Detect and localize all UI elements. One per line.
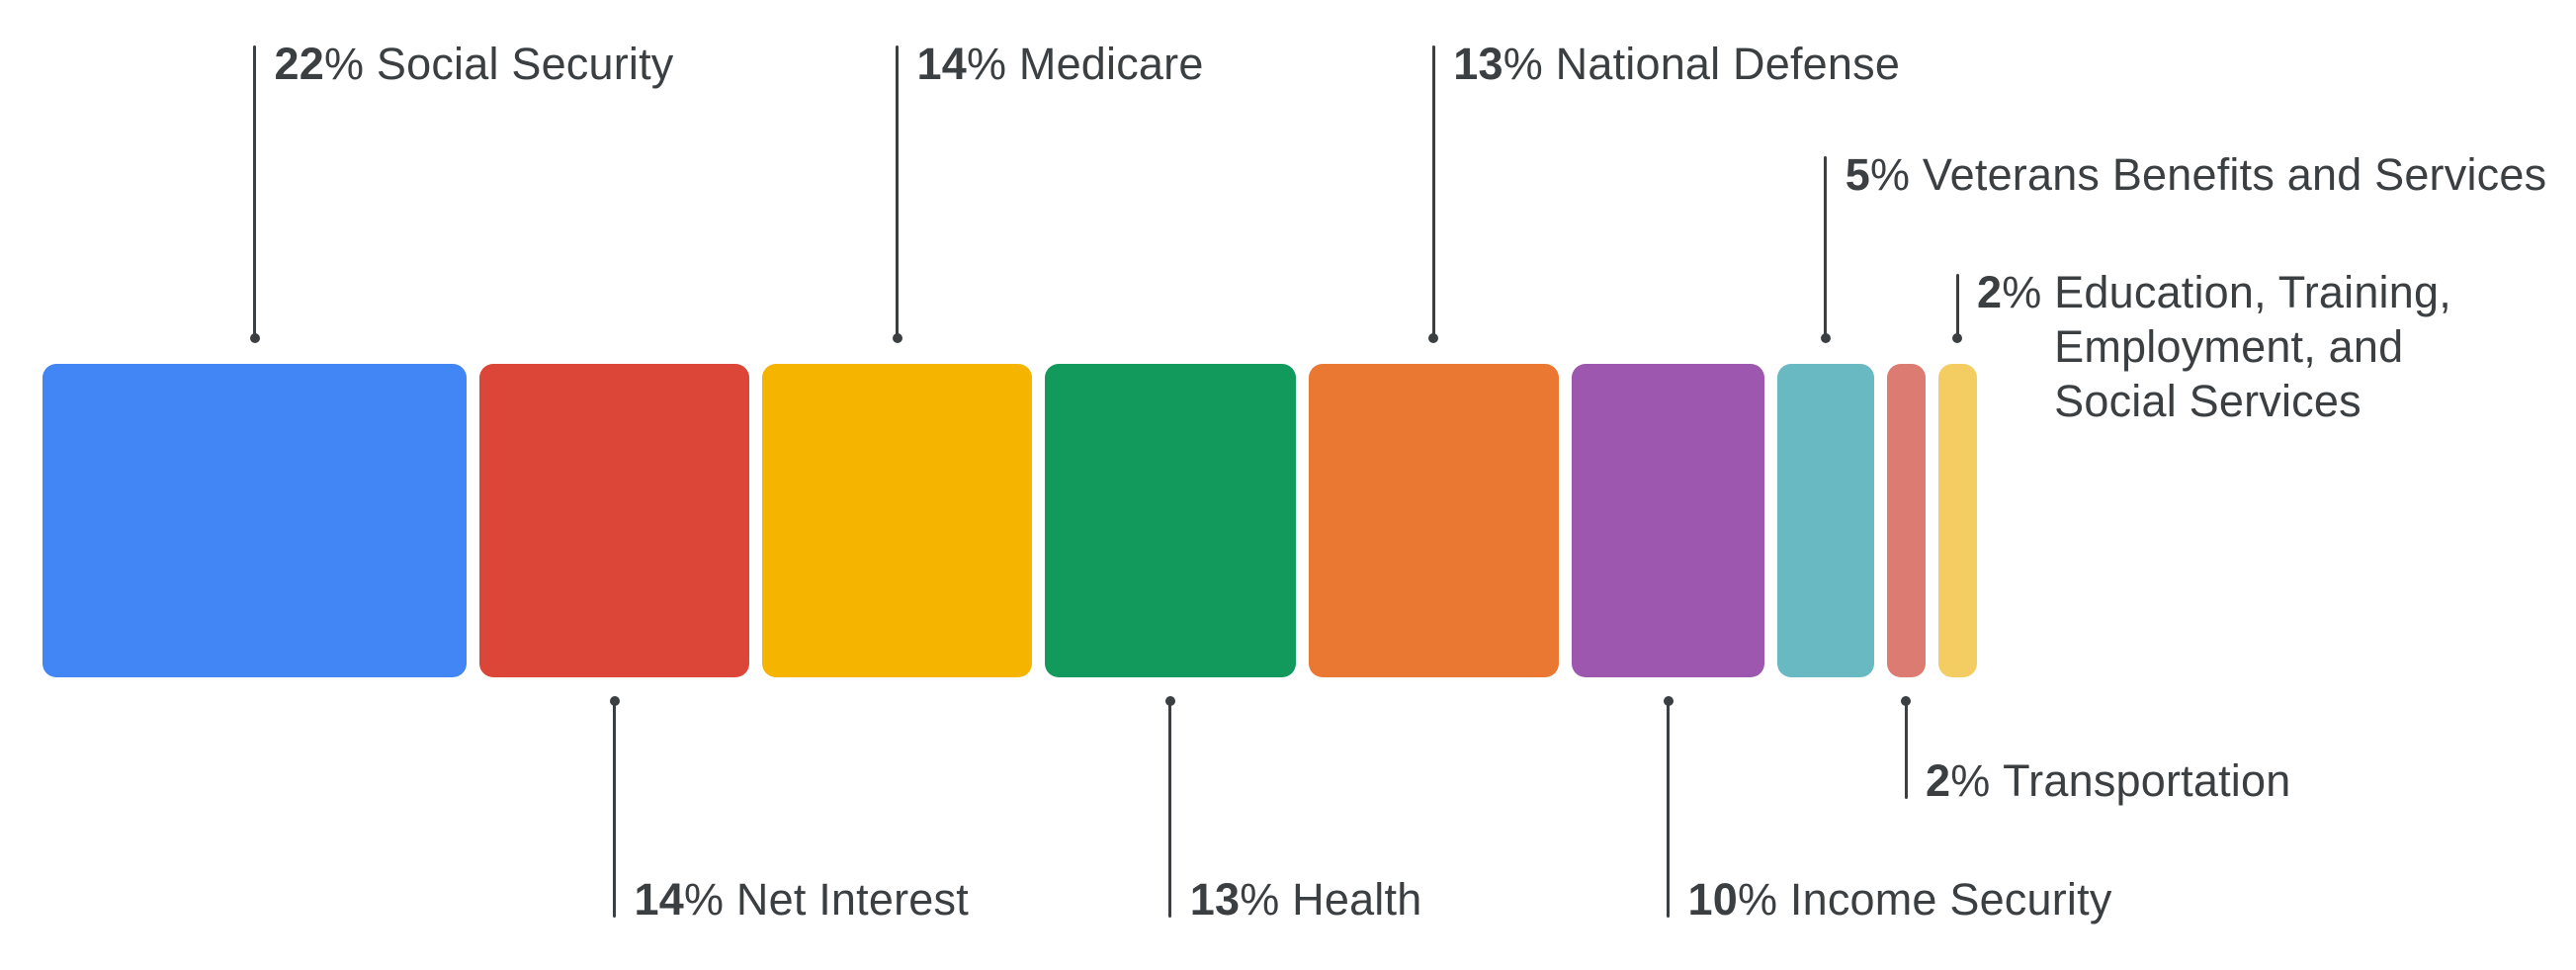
callout-label-social-security: 22% Social Security: [275, 37, 674, 91]
segment-value: 2%: [1977, 267, 2055, 317]
segment-label-text: Transportation: [2003, 755, 2291, 806]
bar-national-defense: [1308, 364, 1559, 677]
callout-line-transportation: [1904, 701, 1908, 799]
callout-line-net-interest: [613, 701, 616, 918]
segment-label-text: Health: [1292, 874, 1422, 925]
callout-dot-education-training-employment-and-social-services: [1952, 333, 1962, 343]
segment-value: 14%: [916, 39, 1019, 89]
callout-label-veterans-benefits-and-services: 5% Veterans Benefits and Services: [1846, 147, 2547, 202]
segment-label-text: Veterans Benefits and Services: [1922, 149, 2547, 200]
callout-line-national-defense: [1431, 45, 1435, 338]
callout-dot-net-interest: [609, 696, 620, 706]
callout-label-income-security: 10% Income Security: [1688, 872, 2112, 926]
callout-line-veterans-benefits-and-services: [1824, 156, 1828, 338]
segment-label-text: Income Security: [1789, 874, 2112, 925]
segment-value: 10%: [1687, 874, 1790, 925]
segment-value: 13%: [1189, 874, 1293, 925]
callout-dot-health: [1164, 696, 1175, 706]
segment-label-text: Medicare: [1018, 39, 1204, 89]
callout-label-education-training-employment-and-social-services: 2% Education, Training, Employment, and So…: [1977, 265, 2451, 428]
callout-label-health: 13% Health: [1190, 872, 1422, 926]
callout-line-education-training-employment-and-social-services: [1955, 274, 1959, 338]
bar-veterans-benefits-and-services: [1777, 364, 1874, 677]
callout-line-income-security: [1667, 701, 1670, 918]
callout-dot-income-security: [1663, 696, 1674, 706]
callout-label-national-defense: 13% National Defense: [1453, 37, 1900, 91]
callout-dot-national-defense: [1428, 333, 1439, 343]
bar-health: [1045, 364, 1296, 677]
bar-income-security: [1572, 364, 1764, 677]
bar-net-interest: [479, 364, 749, 677]
callout-dot-medicare: [892, 333, 902, 343]
segment-label-text: Social Security: [376, 39, 674, 89]
segment-label-text: National Defense: [1555, 39, 1901, 89]
segment-label-text: Education, Training, Employment, and Socia…: [2054, 267, 2451, 426]
bar-transportation: [1886, 364, 1926, 677]
segment-value: 22%: [274, 39, 377, 89]
callout-dot-transportation: [1901, 696, 1911, 706]
callout-line-health: [1168, 701, 1172, 918]
callout-label-medicare: 14% Medicare: [917, 37, 1204, 91]
segment-value: 2%: [1926, 755, 2004, 806]
callout-label-transportation: 2% Transportation: [1926, 753, 2290, 808]
segment-value: 14%: [634, 874, 736, 925]
segment-label-text: Net Interest: [735, 874, 969, 925]
segment-value: 13%: [1453, 39, 1556, 89]
bar-education-training-employment-and-social-services: [1937, 364, 1977, 677]
callout-dot-veterans-benefits-and-services: [1820, 333, 1831, 343]
bar-medicare: [762, 364, 1032, 677]
bar-social-security: [43, 364, 467, 677]
callout-dot-social-security: [249, 333, 260, 343]
callout-line-social-security: [253, 45, 256, 338]
segment-value: 5%: [1845, 149, 1923, 200]
callout-label-net-interest: 14% Net Interest: [635, 872, 969, 926]
callout-line-medicare: [896, 45, 899, 338]
